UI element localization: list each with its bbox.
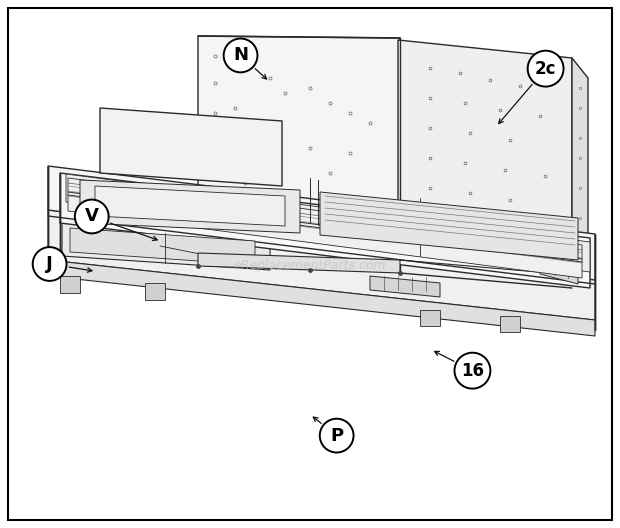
Polygon shape xyxy=(80,180,300,233)
Polygon shape xyxy=(420,310,440,326)
Polygon shape xyxy=(145,283,165,300)
Polygon shape xyxy=(398,40,572,295)
Text: N: N xyxy=(233,46,248,64)
Circle shape xyxy=(33,247,66,281)
Polygon shape xyxy=(320,192,578,260)
Polygon shape xyxy=(95,186,285,226)
Circle shape xyxy=(528,51,564,87)
Circle shape xyxy=(224,39,257,72)
Text: 2c: 2c xyxy=(535,60,556,78)
Text: 16: 16 xyxy=(461,362,484,380)
Circle shape xyxy=(454,353,490,389)
Text: eReplacementParts.com: eReplacementParts.com xyxy=(234,259,386,272)
Circle shape xyxy=(320,419,353,452)
Polygon shape xyxy=(60,173,590,288)
Polygon shape xyxy=(540,266,578,284)
Polygon shape xyxy=(48,210,595,320)
Circle shape xyxy=(75,200,108,233)
Polygon shape xyxy=(60,276,80,293)
Text: J: J xyxy=(46,255,53,273)
Text: V: V xyxy=(85,208,99,225)
Polygon shape xyxy=(70,228,255,265)
Polygon shape xyxy=(198,253,400,273)
Polygon shape xyxy=(572,58,588,308)
Polygon shape xyxy=(198,36,400,273)
Polygon shape xyxy=(68,178,582,278)
Text: P: P xyxy=(330,427,343,445)
Polygon shape xyxy=(48,166,595,280)
Polygon shape xyxy=(48,260,595,336)
Polygon shape xyxy=(62,223,270,270)
Polygon shape xyxy=(66,174,590,272)
Polygon shape xyxy=(500,316,520,332)
Polygon shape xyxy=(370,276,440,297)
Polygon shape xyxy=(100,108,282,186)
